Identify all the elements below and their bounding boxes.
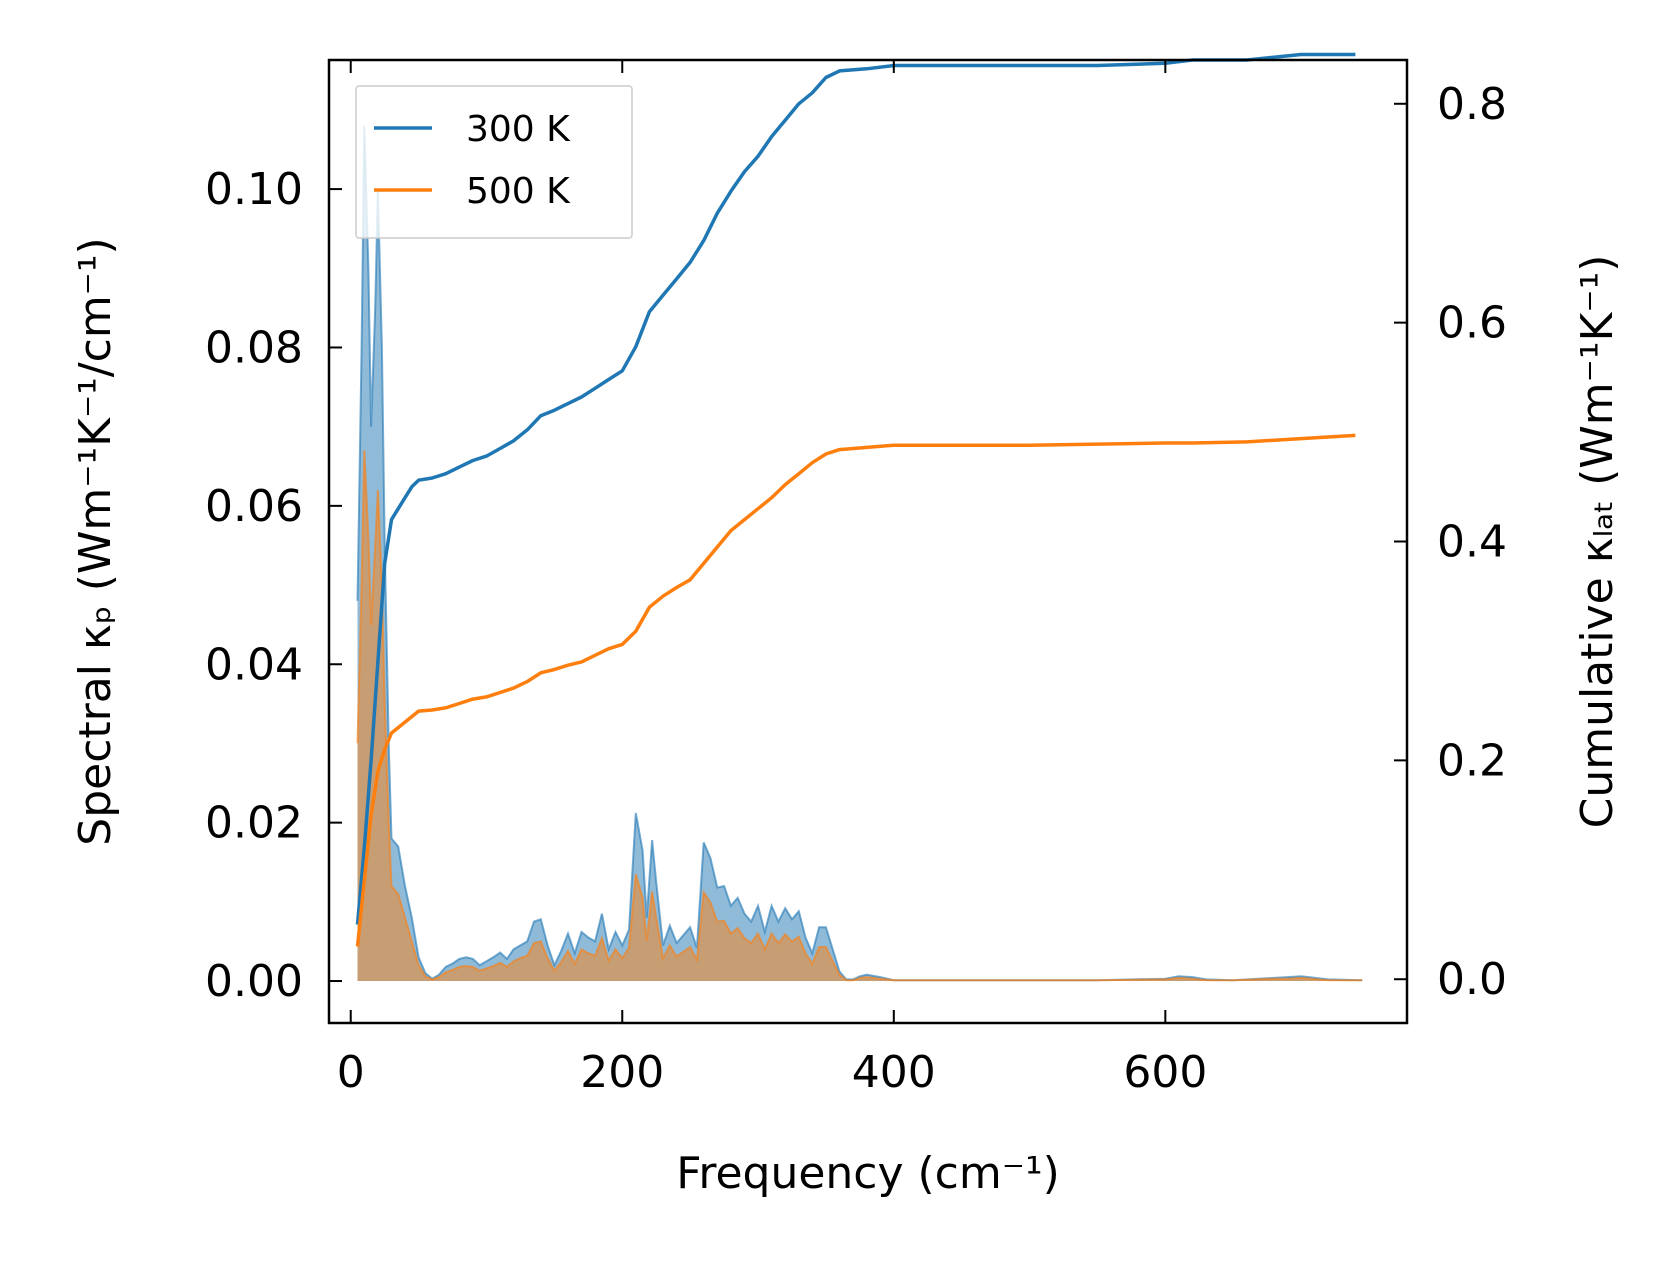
- y-tick-right-label: 0.2: [1437, 735, 1507, 786]
- spectral-line-500k: [356, 450, 1363, 982]
- y-tick-left-label: 0.10: [205, 164, 303, 215]
- spectral-line-300k: [356, 125, 1363, 982]
- x-tick-label: 0: [337, 1047, 365, 1098]
- y-tick-left-label: 0.08: [205, 322, 303, 373]
- x-tick-label: 200: [580, 1047, 664, 1098]
- y-tick-left-label: 0.06: [205, 481, 303, 532]
- y-tick-left-label: 0.00: [205, 956, 303, 1007]
- y-tick-right-label: 0.0: [1437, 954, 1507, 1005]
- legend: 300 K 500 K: [355, 85, 633, 239]
- x-axis-label: Frequency (cm⁻¹): [676, 1148, 1060, 1199]
- cumulative-line-500k: [355, 433, 1356, 947]
- cumulative-line-300k: [355, 52, 1356, 925]
- x-tick-label: 600: [1123, 1047, 1207, 1098]
- y-tick-right-label: 0.6: [1437, 298, 1507, 349]
- spectral-area-300k: [357, 125, 1363, 981]
- ticks: 0 200 400 600 0.00 0.02 0.04 0.06 0.08 0.10 0.0 0.2…: [205, 60, 1507, 1098]
- y-tick-right-label: 0.4: [1437, 517, 1507, 568]
- plot-area: [355, 52, 1363, 982]
- legend-label-500k: 500 K: [466, 171, 571, 212]
- y-tick-left-label: 0.02: [205, 798, 303, 849]
- y-tick-right-label: 0.8: [1437, 79, 1507, 130]
- spectral-area-500k: [357, 450, 1363, 981]
- legend-label-300k: 300 K: [466, 109, 571, 150]
- legend-box: [355, 85, 633, 239]
- y-axis-right-label: Cumulative κₗₐₜ (Wm⁻¹K⁻¹): [1572, 255, 1623, 829]
- y-tick-left-label: 0.04: [205, 639, 303, 690]
- y-axis-left-label: Spectral κₚ (Wm⁻¹K⁻¹/cm⁻¹): [70, 237, 121, 845]
- x-tick-label: 400: [852, 1047, 936, 1098]
